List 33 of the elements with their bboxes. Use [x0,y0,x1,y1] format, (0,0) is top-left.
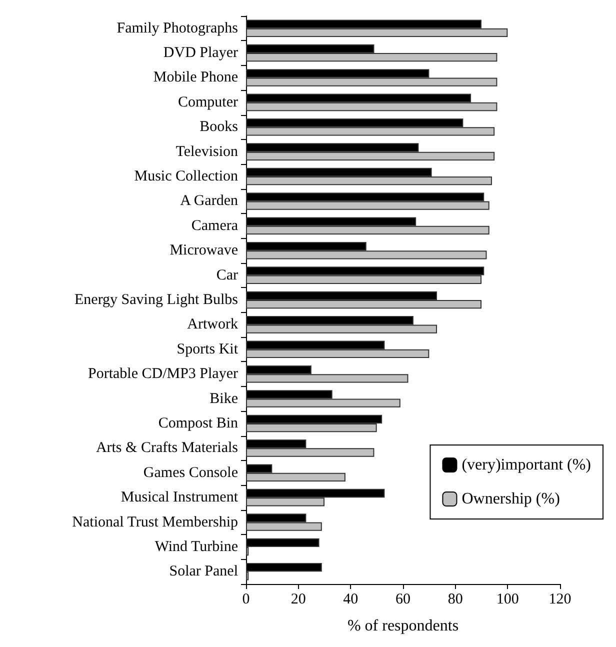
y-tick-label: Wind Turbine [154,538,238,555]
y-tick-label: Compost Bin [158,415,238,432]
y-tick-label: Mobile Phone [153,70,238,86]
y-tick-label: Music Collection [134,168,238,185]
y-tick-label: Games Console [143,464,238,481]
y-tick-label: Books [200,119,238,136]
x-tick-label: 20 [290,592,306,608]
y-tick-label: DVD Player [163,45,238,62]
y-tick-label: Camera [191,218,238,234]
x-tick-label: 0 [242,592,250,608]
y-tick-label: Sports Kit [176,341,239,358]
x-tick-label: 40 [343,592,358,608]
y-tick-label: Portable CD/MP3 Player [88,366,238,382]
y-tick-label: Solar Panel [169,564,238,580]
y-tick-label: Microwave [170,242,238,259]
y-tick-label: A Garden [180,193,238,210]
legend-label: (very)important (%) [462,456,591,474]
y-tick-label: Computer [178,94,238,110]
x-tick-label: 60 [396,592,410,608]
y-tick-label: Artwork [187,316,238,333]
x-tick-label: 100 [496,592,519,608]
y-tick-label: Energy Saving Light Bulbs [74,292,238,308]
x-axis-title: % of respondents [347,618,459,634]
y-tick-label: Arts & Crafts Materials [96,440,238,456]
y-tick-label: Family Photographs [116,20,238,36]
y-tick-label: Bike [210,390,238,407]
y-tick-label: National Trust Membership [72,514,238,530]
legend-label: Ownership (%) [462,490,560,508]
y-tick-label: Musical Instrument [120,490,239,506]
x-tick-label: 80 [448,592,463,608]
y-tick-label: Car [216,267,238,284]
y-tick-label: Television [176,144,238,160]
x-tick-label: 120 [548,592,572,608]
